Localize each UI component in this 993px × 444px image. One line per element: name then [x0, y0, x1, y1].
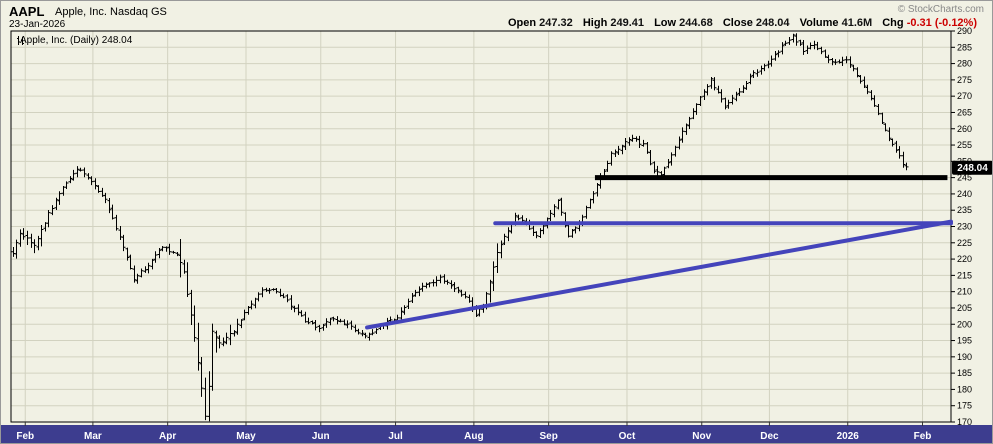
month-label: Nov: [692, 431, 711, 442]
month-label: Dec: [760, 431, 779, 442]
month-label: Feb: [914, 431, 932, 442]
y-axis-label: 185: [957, 368, 972, 378]
x-axis-band: [1, 425, 992, 443]
y-axis-label: 195: [957, 336, 972, 346]
y-axis-label: 210: [957, 287, 972, 297]
y-axis-label: 270: [957, 91, 972, 101]
y-axis-label: 235: [957, 205, 972, 215]
y-axis-label: 220: [957, 254, 972, 264]
plot-title-text: Apple, Inc. (Daily) 248.04: [20, 35, 133, 46]
company-name: Apple, Inc. Nasdaq GS: [55, 6, 167, 18]
ticker-symbol: AAPL: [9, 4, 45, 19]
y-axis-label: 225: [957, 238, 972, 248]
y-axis-label: 200: [957, 319, 972, 329]
y-axis-label: 170: [957, 417, 972, 427]
plot-title: Apple, Inc. (Daily) 248.04: [16, 35, 132, 46]
month-label: Feb: [16, 431, 34, 442]
y-axis-label: 190: [957, 352, 972, 362]
y-axis-label: 265: [957, 107, 972, 117]
month-label: Aug: [464, 431, 483, 442]
y-axis-label: 240: [957, 189, 972, 199]
low-value: 244.68: [679, 17, 713, 29]
y-axis-label: 205: [957, 303, 972, 313]
copyright-notice: © StockCharts.com: [897, 4, 984, 15]
month-label: Oct: [619, 431, 636, 442]
y-axis-label: 285: [957, 42, 972, 52]
y-axis-label: 280: [957, 59, 972, 69]
quote-summary: Open 247.32 High 249.41 Low 244.68 Close…: [508, 17, 984, 29]
high-value: 249.41: [610, 17, 645, 29]
y-axis-label: 275: [957, 75, 972, 85]
y-axis-label: 245: [957, 173, 972, 183]
open-value: 247.32: [539, 17, 573, 29]
month-label: Jul: [388, 431, 403, 442]
chg-value: -0.31 (-0.12%): [906, 17, 977, 29]
month-label: May: [236, 431, 256, 442]
chart-date: 23-Jan-2026: [9, 19, 66, 30]
open-label: Open: [507, 17, 537, 29]
price-tag: [952, 160, 992, 175]
y-axis-label: 290: [957, 26, 972, 36]
chg-label: Chg: [882, 17, 904, 29]
y-axis-label: 175: [957, 401, 972, 411]
volume-value: 41.6M: [841, 17, 873, 29]
close-value: 248.04: [755, 17, 790, 29]
month-label: 2026: [837, 431, 860, 442]
volume-label: Volume: [799, 17, 839, 29]
y-axis-label: 215: [957, 270, 972, 280]
month-label: Sep: [539, 431, 557, 442]
price-tag-label: 248.04: [957, 163, 988, 174]
month-label: Apr: [159, 431, 176, 442]
close-label: Close: [722, 17, 753, 29]
month-label: Jun: [312, 431, 330, 442]
y-axis-label: 180: [957, 384, 972, 394]
y-axis-label: 255: [957, 140, 972, 150]
high-label: High: [582, 17, 608, 29]
month-label: Mar: [84, 431, 102, 442]
y-axis-label: 260: [957, 124, 972, 134]
rising-trendline: [365, 219, 953, 330]
y-axis-label: 230: [957, 222, 972, 232]
ohlc-bars: [11, 33, 909, 422]
low-label: Low: [654, 17, 677, 29]
